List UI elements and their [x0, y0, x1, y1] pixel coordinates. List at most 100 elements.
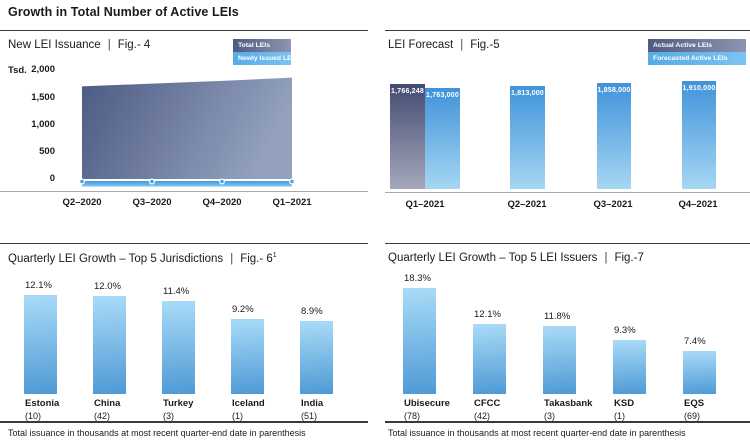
- legend-item-actual-active-leis: Actual Active LEIs: [648, 39, 746, 52]
- data-point-marker-q1-2021: [289, 178, 296, 185]
- chart-title-fig4: New LEI Issuance | Fig.- 4: [8, 39, 150, 51]
- bar-value-label: 18.3%: [404, 273, 431, 284]
- category-label: KSD: [614, 398, 635, 409]
- footnote: Total issuance in thousands at most rece…: [8, 428, 306, 438]
- divider-rule: [385, 421, 750, 423]
- data-point-marker-q4-2020: [219, 178, 226, 185]
- panel-top5-lei-issuers: Quarterly LEI Growth – Top 5 LEI Issuers…: [385, 243, 750, 441]
- x-axis-label-q4-2020: Q4–2020: [202, 197, 242, 208]
- bar-takasbank: [543, 326, 576, 394]
- title-separator: |: [107, 39, 111, 51]
- category-count: (78): [404, 411, 421, 421]
- footnote: Total issuance in thousands at most rece…: [388, 428, 686, 438]
- bar-value-label: 11.8%: [544, 311, 571, 322]
- legend-item-total-leis: Total LEIs: [233, 39, 291, 52]
- bar-value-label: 1,858,000: [597, 87, 631, 94]
- data-point-marker-q3-2020: [148, 178, 155, 185]
- bar-value-label: 12.1%: [474, 309, 501, 320]
- band-newly-issued-leis: [82, 181, 292, 187]
- bar-ksd: [613, 340, 646, 394]
- title-separator: |: [604, 252, 608, 264]
- legend-fig4: Total LEIs Newly Issued LEIs: [233, 39, 297, 65]
- page-title: Growth in Total Number of Active LEIs: [8, 5, 239, 19]
- figure-number: Fig.-5: [470, 39, 500, 51]
- category-label: Turkey: [163, 398, 194, 409]
- chart-title-text: New LEI Issuance: [8, 39, 101, 51]
- legend-item-newly-issued-leis: Newly Issued LEIs: [233, 52, 297, 65]
- bar-cfcc: [473, 324, 506, 394]
- chart-title-text: Quarterly LEI Growth – Top 5 LEI Issuers: [388, 252, 598, 264]
- bar-turkey: [162, 301, 195, 394]
- legend-item-forecasted-active-leis: Forecasted Active LEIs: [648, 52, 746, 65]
- category-label: China: [94, 398, 121, 409]
- y-tick: 0: [49, 173, 55, 184]
- category-label: Ubisecure: [404, 398, 450, 409]
- bar-q2-2021-forecasted-active-leis: 1,813,000: [510, 86, 545, 189]
- x-axis-label-q1-2021: Q1–2021: [405, 199, 445, 210]
- category-count: (1): [614, 411, 625, 421]
- bar-column-iceland: 9.2% Iceland (1): [231, 274, 301, 422]
- divider-rule: [0, 421, 368, 423]
- x-axis-line: [385, 192, 750, 193]
- category-count: (69): [684, 411, 701, 421]
- bar-q4-2021-forecasted-active-leis: 1,910,000: [682, 81, 716, 189]
- bar-estonia: [24, 295, 57, 394]
- bar-value-label: 1,763,000: [426, 92, 459, 99]
- bar-ubisecure: [403, 288, 436, 394]
- data-point-marker-q2-2020: [79, 178, 86, 185]
- x-axis-label-q3-2021: Q3–2021: [593, 199, 633, 210]
- x-axis-label-q1-2021: Q1–2021: [272, 197, 312, 208]
- panel-top5-jurisdictions: Quarterly LEI Growth – Top 5 Jurisdictio…: [0, 243, 368, 441]
- figure-number: Fig.- 6: [240, 252, 273, 265]
- title-separator: |: [230, 252, 234, 265]
- category-count: (42): [474, 411, 491, 421]
- bar-column-china: 12.0% China (42): [93, 274, 163, 422]
- x-axis-line: [0, 191, 368, 192]
- chart-title-fig5: LEI Forecast | Fig.-5: [388, 39, 500, 51]
- category-count: (3): [163, 411, 174, 421]
- x-axis-label-q3-2020: Q3–2020: [132, 197, 172, 208]
- area-total-leis: [82, 77, 292, 179]
- category-count: (51): [301, 411, 318, 421]
- category-label: Estonia: [25, 398, 60, 409]
- y-tick: 500: [39, 146, 55, 157]
- x-axis-label-q2-2020: Q2–2020: [62, 197, 102, 208]
- bar-column-ubisecure: 18.3% Ubisecure (78): [403, 273, 473, 422]
- title-separator: |: [460, 39, 464, 51]
- bar-value-label: 11.4%: [163, 286, 190, 297]
- y-tick: 2,000: [31, 64, 55, 75]
- chart-title-fig6: Quarterly LEI Growth – Top 5 Jurisdictio…: [8, 252, 277, 265]
- chart-title-fig7: Quarterly LEI Growth – Top 5 LEI Issuers…: [388, 252, 644, 264]
- bar-iceland: [231, 319, 264, 394]
- x-axis-label-q4-2021: Q4–2021: [678, 199, 718, 210]
- bar-q1-2021-actual-active-leis: 1,766,248: [390, 84, 425, 189]
- panel-new-lei-issuance: New LEI Issuance | Fig.- 4 Total LEIs Newl…: [0, 30, 368, 244]
- figure-number: Fig.-7: [614, 252, 644, 264]
- bar-column-turkey: 11.4% Turkey (3): [162, 274, 232, 422]
- chart-title-text: LEI Forecast: [388, 39, 454, 51]
- bar-value-label: 7.4%: [684, 336, 706, 347]
- category-label: EQS: [684, 398, 705, 409]
- category-count: (42): [94, 411, 111, 421]
- bar-india: [300, 321, 333, 394]
- bar-china: [93, 296, 126, 394]
- legend-fig5: Actual Active LEIs Forecasted Active LEI…: [648, 39, 746, 65]
- category-count: (1): [232, 411, 243, 421]
- bar-column-estonia: 12.1% Estonia (10): [24, 274, 94, 422]
- bar-q3-2021-forecasted-active-leis: 1,858,000: [597, 83, 631, 189]
- x-axis-label-q2-2021: Q2–2021: [507, 199, 547, 210]
- category-label: Takasbank: [544, 398, 593, 409]
- y-axis-unit-label: Tsd.: [8, 65, 27, 76]
- bar-eqs: [683, 351, 716, 394]
- bar-column-cfcc: 12.1% CFCC (42): [473, 274, 543, 422]
- bar-value-label: 1,813,000: [511, 90, 544, 97]
- figure-number: Fig.- 4: [117, 39, 151, 51]
- category-count: (10): [25, 411, 42, 421]
- bar-value-label: 1,910,000: [682, 85, 716, 92]
- category-label: Iceland: [232, 398, 265, 409]
- bar-value-label: 9.2%: [232, 304, 254, 315]
- bar-value-label: 1,766,248: [391, 88, 424, 95]
- bar-column-ksd: 9.3% KSD (1): [613, 274, 683, 422]
- panel-lei-forecast: LEI Forecast | Fig.-5 Actual Active LEIs F…: [385, 30, 750, 244]
